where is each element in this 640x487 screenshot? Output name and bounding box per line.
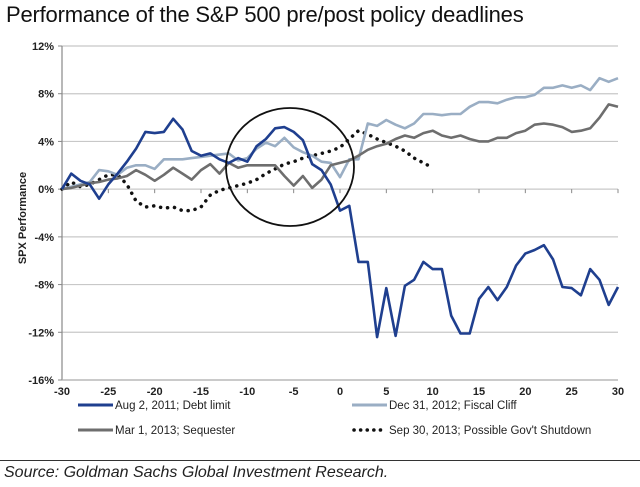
series-line-dec-31-2012-fiscal-cliff: [61, 76, 619, 191]
legend-label: Mar 1, 2013; Sequester: [115, 425, 235, 437]
x-tick-label: 30: [612, 386, 624, 398]
x-tick-label: 10: [427, 386, 439, 398]
legend-label: Aug 2, 2011; Debt limit: [115, 400, 231, 412]
y-tick-label: -16%: [28, 375, 54, 387]
y-tick-label: -12%: [28, 327, 54, 339]
series-lines: [60, 76, 620, 339]
x-tick-label: -10: [239, 386, 255, 398]
x-tick-label: 25: [566, 386, 578, 398]
y-tick-label: 4%: [38, 136, 54, 148]
y-tick-label: -8%: [34, 280, 54, 292]
y-tick-label: 0%: [38, 184, 54, 196]
legend-item: Dec 31, 2012; Fiscal Cliff: [352, 400, 517, 412]
y-tick-label: -4%: [34, 232, 54, 244]
series-line-aug-2-2011-debt-limit: [60, 117, 620, 339]
y-tick-labels: 12% 8% 4% 0% -4% -8% -12% -16%: [28, 41, 54, 387]
x-tick-label: -30: [54, 386, 70, 398]
x-tick-label: -25: [100, 386, 116, 398]
y-tick-label: 8%: [38, 89, 54, 101]
x-tick-label: -5: [289, 386, 299, 398]
x-tick-label: -15: [193, 386, 209, 398]
line-chart: -30 -25 -20 -15 -10 -5 0 5 10 15 20 25 30 12% 8% 4% 0% -…: [17, 41, 624, 437]
x-tick-label: 20: [519, 386, 531, 398]
y-axis-label: SPX Performance: [17, 172, 29, 264]
legend-label: Dec 31, 2012; Fiscal Cliff: [389, 400, 517, 412]
source-note: Source: Goldman Sachs Global Investment …: [4, 464, 389, 481]
x-tick-label: 5: [383, 386, 389, 398]
legend-item: Aug 2, 2011; Debt limit: [78, 400, 231, 412]
series-line-sep-30-2013-possible-gov-t-shutdown: [60, 128, 435, 213]
x-tick-labels: -30 -25 -20 -15 -10 -5 0 5 10 15 20 25 30: [54, 386, 624, 398]
chart-title: Performance of the S&P 500 pre/post poli…: [6, 2, 524, 27]
legend-label: Sep 30, 2013; Possible Gov't Shutdown: [389, 425, 591, 437]
series-line-mar-1-2013-sequester: [61, 103, 619, 191]
highlight-circle: [225, 107, 355, 227]
legend-item: Sep 30, 2013; Possible Gov't Shutdown: [352, 425, 591, 437]
x-tick-label: 0: [337, 386, 343, 398]
y-tick-label: 12%: [32, 41, 54, 53]
source-divider: [0, 460, 640, 461]
legend-item: Mar 1, 2013; Sequester: [78, 425, 235, 437]
x-tick-label: 15: [473, 386, 485, 398]
x-tick-label: -20: [147, 386, 163, 398]
legend: Aug 2, 2011; Debt limit Dec 31, 2012; Fis…: [78, 400, 591, 437]
